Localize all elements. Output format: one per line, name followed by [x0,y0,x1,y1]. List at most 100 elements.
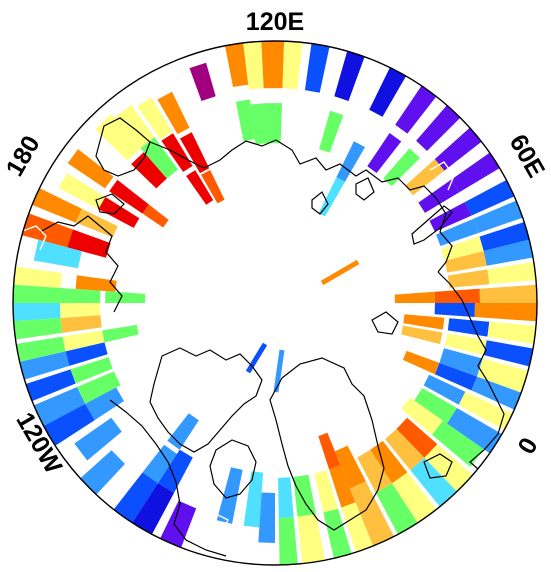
data-cell [258,492,275,543]
data-cell [304,43,330,93]
data-cell [167,413,199,450]
data-cell [451,152,500,193]
data-cell [314,470,338,513]
data-cell [396,417,438,458]
data-cell [105,291,146,303]
map-boundary-circle [12,40,538,566]
data-cell [464,180,515,216]
data-cell [43,403,95,446]
data-cell [375,483,418,535]
data-cell [401,325,443,345]
data-cell [157,91,190,135]
data-cell [487,321,536,344]
data-cell [95,114,141,161]
data-cell [278,517,298,565]
data-cell [180,132,210,174]
coastline-alaska [39,215,123,313]
data-cell [85,387,124,421]
data-cell [80,450,125,495]
data-cell [447,269,490,288]
data-cell [395,85,437,134]
data-cell [357,449,393,493]
longitude-label-0: 0 [512,433,543,459]
data-cell [25,369,76,402]
data-cell [250,103,267,145]
data-cell [483,340,533,367]
data-cell [21,213,73,248]
data-cell [142,444,177,484]
data-cell [423,374,466,405]
data-cell [113,472,158,523]
coastline-novaya-zemlya [411,205,453,245]
coastline-northern-canada [109,399,227,557]
data-cell [479,284,537,303]
data-cell [32,188,82,223]
coastline-chukotka [95,117,151,177]
coastline-iceland [423,453,453,479]
data-cell [402,350,440,375]
data-cell [160,500,197,548]
data-cell [33,239,82,269]
data-cell [483,239,533,266]
data-cells-layer [13,41,537,565]
data-cell [319,110,344,153]
data-streak [245,342,268,374]
data-cell [336,141,365,182]
coastline-layer [19,117,505,557]
data-cell [472,200,523,233]
data-cell [216,467,243,524]
data-cell [142,204,169,228]
coastline-east-siberian [149,141,233,169]
data-cell [293,474,316,517]
data-streak [320,259,360,286]
data-cell [60,288,101,303]
coastline-island-east [355,177,375,201]
data-cell [13,318,63,340]
data-cell [102,324,139,343]
data-cell [414,388,457,424]
data-cell [394,291,435,303]
longitude-label-60e: 60E [504,130,550,183]
coastline-highlight-west [19,225,47,251]
coastline-wrangel-island [95,193,125,215]
data-cell [349,481,394,546]
data-cell [132,483,175,535]
coastline-greenland [269,357,385,531]
data-cell [441,236,484,261]
data-cell [282,41,303,90]
data-cell [392,472,437,523]
data-cell [410,457,457,507]
data-cell [235,99,255,141]
data-cell [487,262,536,285]
data-cell [243,41,264,90]
data-cell [13,303,61,322]
data-cell [278,477,294,518]
data-cell [297,514,325,564]
data-cell [341,502,374,553]
data-cell [383,148,420,187]
data-cell [403,314,445,330]
data-cell [477,358,529,393]
data-cell [201,170,225,204]
data-cell [385,428,425,471]
data-cell [131,152,167,189]
data-cell [369,67,406,117]
data-cell [16,336,66,362]
coastline-severnaya-zemlya [311,191,329,215]
data-cell [444,251,487,273]
data-cell [323,508,352,559]
coastline-svalbard [371,311,399,335]
longitude-label-180: 180 [1,131,46,181]
data-cell [329,465,356,508]
data-cell [471,376,522,410]
data-cell [434,288,480,303]
data-cell [429,202,472,232]
data-cell [447,408,502,454]
data-cell [60,315,102,333]
data-cell [98,197,140,228]
coastline-baffin-island [209,439,257,499]
data-cell [189,62,216,101]
data-cell [70,357,113,384]
